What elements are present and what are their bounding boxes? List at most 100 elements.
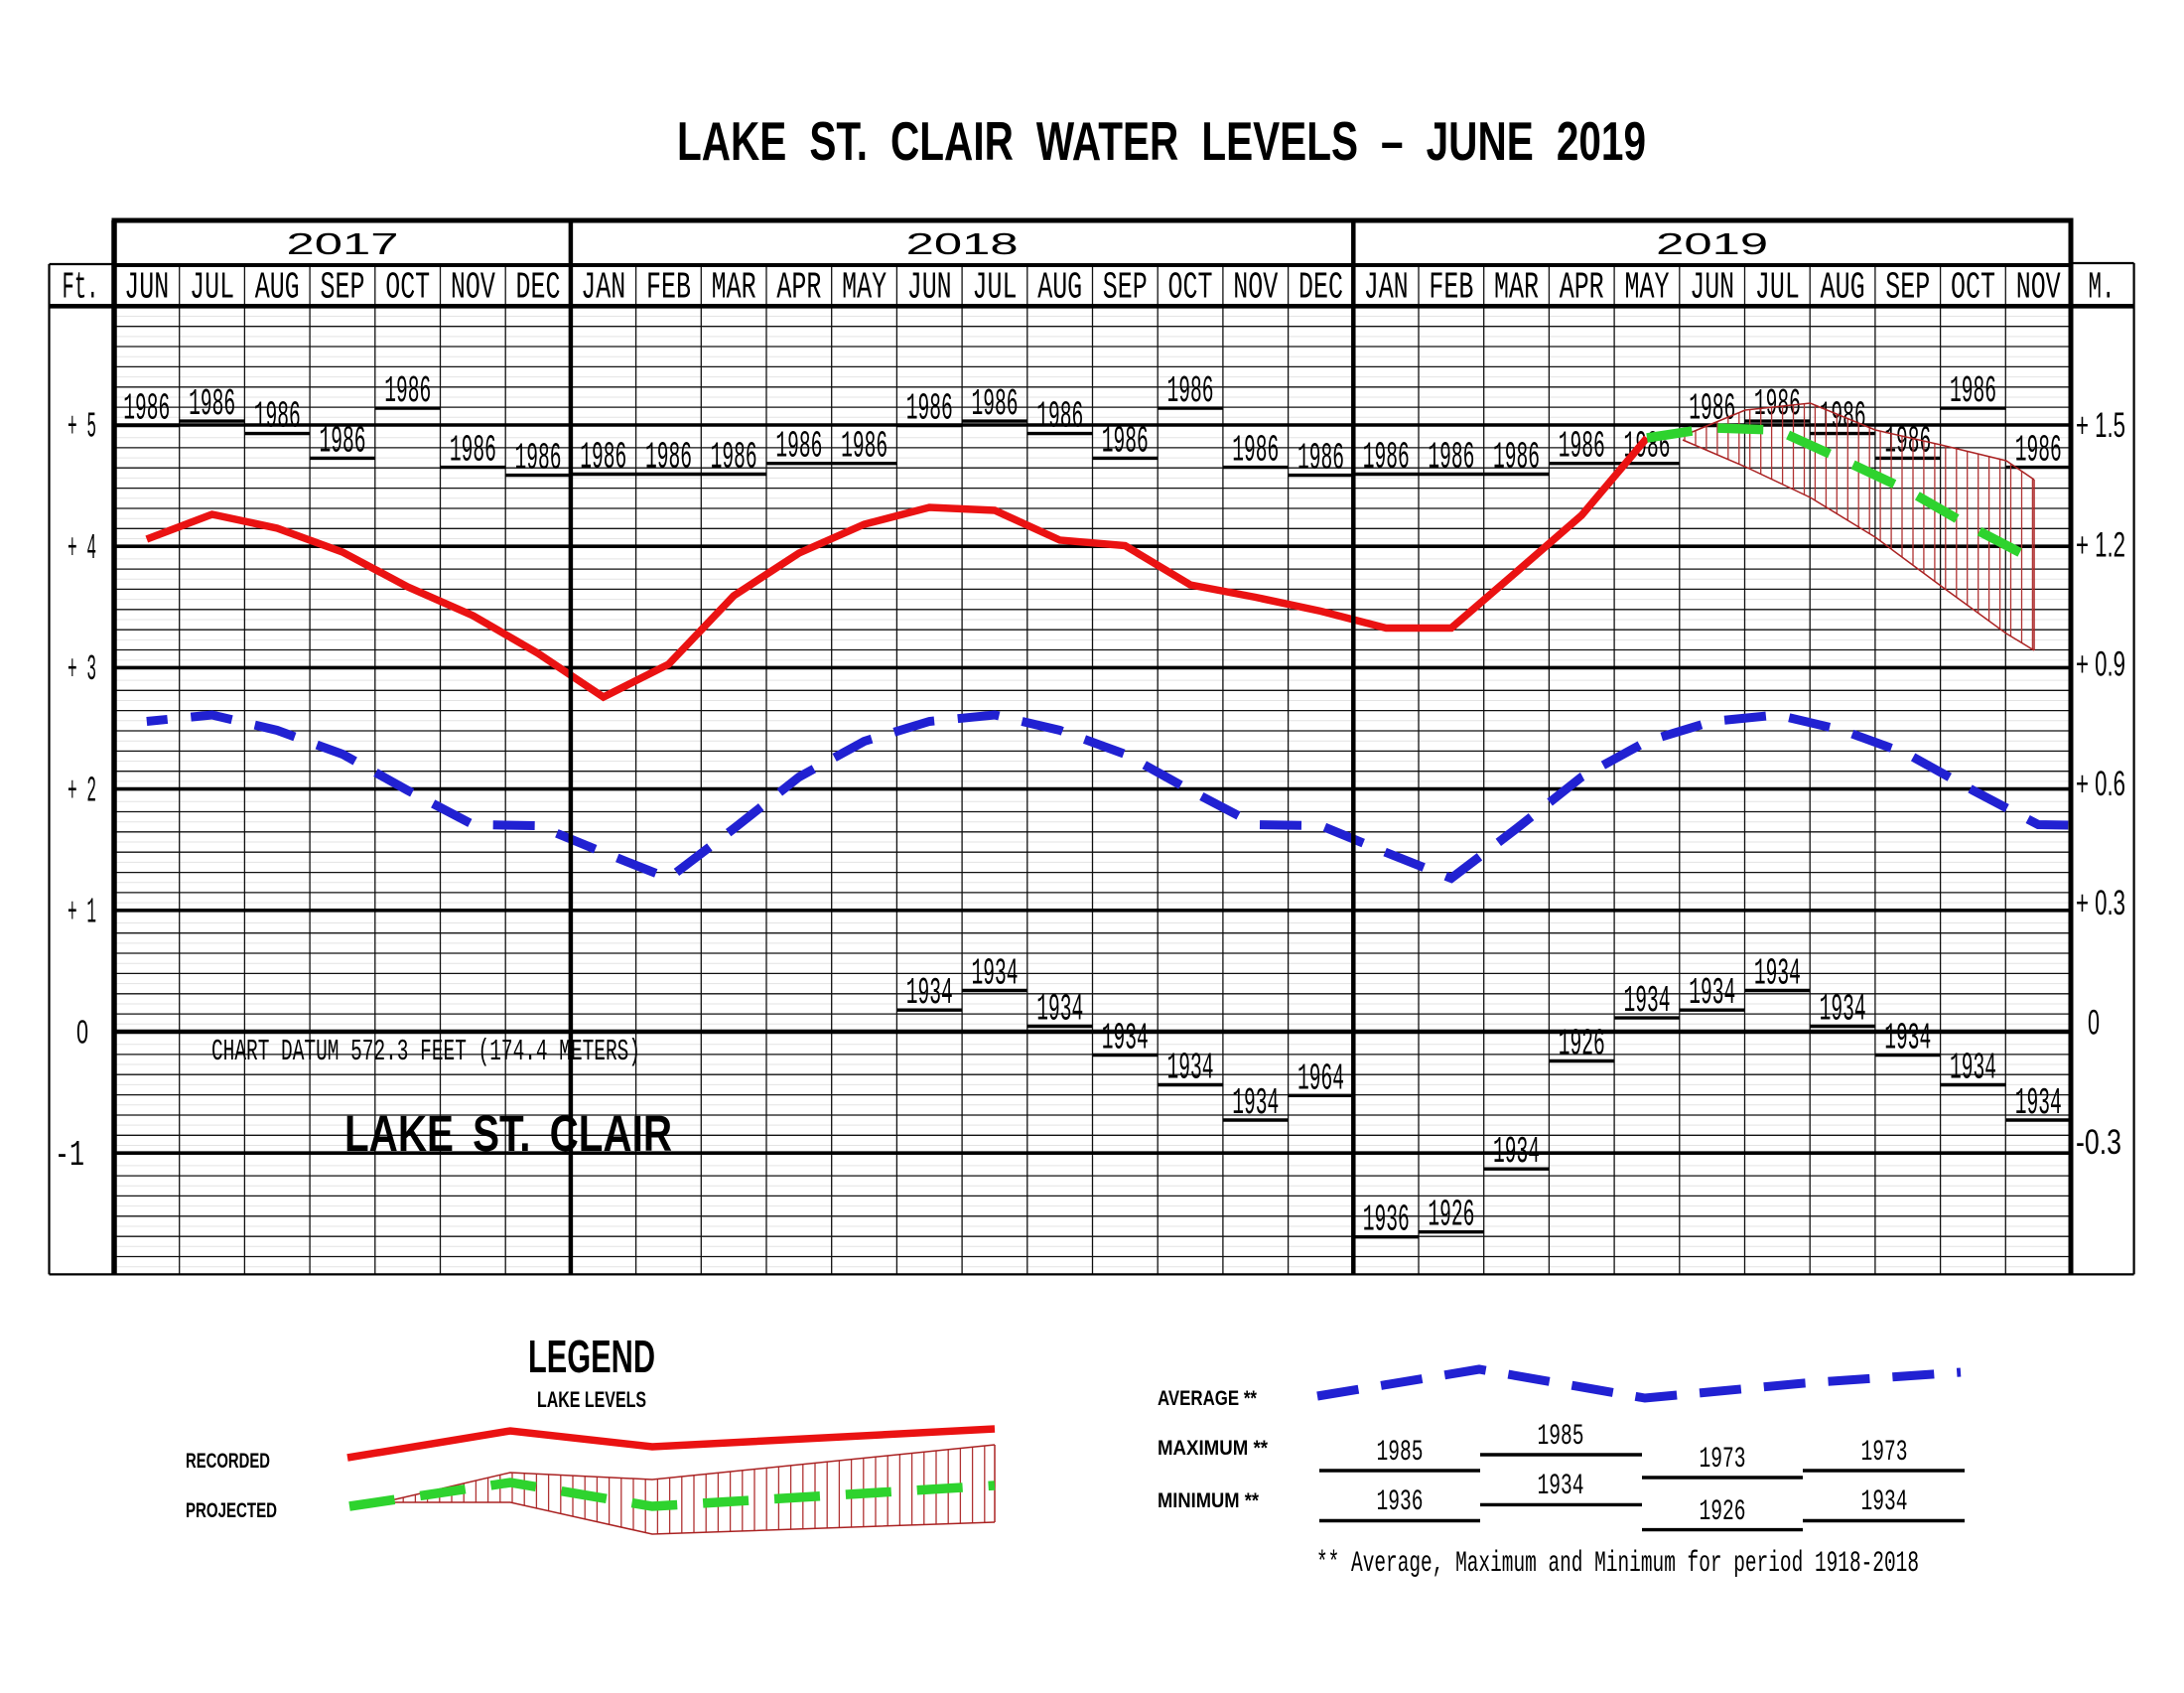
svg-text:1986: 1986 xyxy=(775,426,822,469)
svg-text:+ 3: + 3 xyxy=(68,649,96,690)
svg-text:MAY: MAY xyxy=(1625,267,1670,310)
svg-text:1934: 1934 xyxy=(1950,1048,1996,1090)
svg-text:APR: APR xyxy=(776,267,821,310)
svg-text:RECORDED: RECORDED xyxy=(186,1450,270,1473)
svg-text:LEGEND: LEGEND xyxy=(528,1331,655,1382)
svg-text:1986: 1986 xyxy=(1232,430,1279,473)
svg-text:1986: 1986 xyxy=(450,430,496,473)
svg-text:1936: 1936 xyxy=(1377,1485,1424,1519)
svg-text:JUN: JUN xyxy=(124,267,169,310)
svg-text:1986: 1986 xyxy=(2015,430,2062,473)
svg-text:MAR: MAR xyxy=(1494,267,1539,310)
svg-text:1934: 1934 xyxy=(1538,1470,1584,1503)
svg-text:1986: 1986 xyxy=(711,437,757,480)
svg-text:1986: 1986 xyxy=(515,438,562,481)
svg-text:2018: 2018 xyxy=(906,226,1019,261)
svg-text:SEP: SEP xyxy=(321,267,365,310)
svg-text:1986: 1986 xyxy=(1363,437,1410,480)
svg-text:LAKE ST. CLAIR WATER LEVELS: LAKE ST. CLAIR WATER LEVELS – JUNE 2019 xyxy=(677,110,1646,172)
svg-text:2017: 2017 xyxy=(287,226,399,261)
svg-text:NOV: NOV xyxy=(2016,267,2061,310)
svg-text:1934: 1934 xyxy=(1102,1018,1149,1060)
svg-text:1926: 1926 xyxy=(1700,1495,1746,1529)
svg-text:1986: 1986 xyxy=(320,420,366,463)
svg-text:1973: 1973 xyxy=(1861,1436,1908,1470)
svg-text:1986: 1986 xyxy=(384,370,431,413)
svg-text:DEC: DEC xyxy=(516,267,561,310)
svg-text:LAKE ST. CLAIR: LAKE ST. CLAIR xyxy=(344,1105,672,1162)
svg-text:JUL: JUL xyxy=(1755,267,1800,310)
svg-text:FEB: FEB xyxy=(1429,267,1473,310)
svg-text:AVERAGE **: AVERAGE ** xyxy=(1158,1387,1258,1410)
svg-text:MAR: MAR xyxy=(712,267,756,310)
svg-text:0: 0 xyxy=(2088,1004,2100,1043)
svg-text:2019: 2019 xyxy=(1656,226,1768,261)
svg-text:+ 0.9: + 0.9 xyxy=(2076,645,2125,684)
svg-text:-0.3: -0.3 xyxy=(2076,1123,2121,1162)
svg-text:1986: 1986 xyxy=(841,426,887,469)
svg-text:1985: 1985 xyxy=(1538,1420,1584,1454)
svg-text:APR: APR xyxy=(1560,267,1604,310)
svg-text:OCT: OCT xyxy=(385,267,430,310)
svg-text:MAY: MAY xyxy=(842,267,887,310)
svg-text:OCT: OCT xyxy=(1951,267,1995,310)
svg-text:1934: 1934 xyxy=(1689,972,1735,1015)
svg-text:1934: 1934 xyxy=(906,972,953,1015)
svg-text:OCT: OCT xyxy=(1168,267,1213,310)
svg-text:1934: 1934 xyxy=(1884,1018,1931,1060)
svg-text:+ 0.3: + 0.3 xyxy=(2076,884,2125,922)
svg-text:1986: 1986 xyxy=(1297,438,1344,481)
svg-text:CHART DATUM 572.3 FEET (174.4: CHART DATUM 572.3 FEET (174.4 METERS) xyxy=(211,1035,640,1069)
svg-text:-1: -1 xyxy=(55,1135,84,1176)
svg-text:1926: 1926 xyxy=(1428,1195,1474,1237)
svg-text:+ 2: + 2 xyxy=(68,771,96,811)
svg-text:1986: 1986 xyxy=(123,388,170,431)
svg-text:MAXIMUM **: MAXIMUM ** xyxy=(1158,1437,1269,1460)
svg-text:1964: 1964 xyxy=(1297,1058,1344,1100)
svg-text:1986: 1986 xyxy=(189,383,235,426)
svg-text:1986: 1986 xyxy=(972,383,1019,426)
svg-text:1986: 1986 xyxy=(1036,396,1083,439)
svg-text:1934: 1934 xyxy=(1232,1082,1279,1125)
svg-text:AUG: AUG xyxy=(1821,267,1865,310)
svg-text:1986: 1986 xyxy=(1559,426,1605,469)
svg-text:JUN: JUN xyxy=(907,267,952,310)
svg-text:1986: 1986 xyxy=(906,388,953,431)
svg-text:M.: M. xyxy=(2089,267,2116,310)
svg-text:+ 4: + 4 xyxy=(68,528,96,569)
svg-text:1934: 1934 xyxy=(1167,1048,1214,1090)
svg-text:1934: 1934 xyxy=(1036,989,1083,1032)
svg-text:1986: 1986 xyxy=(645,437,692,480)
svg-text:Ft.: Ft. xyxy=(63,267,99,310)
svg-text:1985: 1985 xyxy=(1377,1436,1424,1470)
svg-text:JAN: JAN xyxy=(581,267,625,310)
svg-text:NOV: NOV xyxy=(451,267,495,310)
svg-text:1986: 1986 xyxy=(1167,370,1214,413)
svg-text:NOV: NOV xyxy=(1233,267,1278,310)
svg-text:1986: 1986 xyxy=(1102,420,1149,463)
svg-text:SEP: SEP xyxy=(1885,267,1930,310)
svg-text:+ 1.5: + 1.5 xyxy=(2076,406,2125,445)
svg-text:DEC: DEC xyxy=(1298,267,1343,310)
svg-text:FEB: FEB xyxy=(646,267,691,310)
svg-text:1934: 1934 xyxy=(1754,953,1801,996)
svg-text:+ 1: + 1 xyxy=(68,893,96,933)
svg-text:1986: 1986 xyxy=(254,396,301,439)
svg-text:** Average, Maximum and Minimu: ** Average, Maximum and Minimum for peri… xyxy=(1316,1547,1919,1581)
svg-text:1926: 1926 xyxy=(1559,1024,1605,1066)
svg-text:+ 0.6: + 0.6 xyxy=(2076,765,2125,803)
svg-text:1934: 1934 xyxy=(972,953,1019,996)
svg-text:1986: 1986 xyxy=(580,437,626,480)
svg-text:1986: 1986 xyxy=(1950,370,1996,413)
svg-text:1934: 1934 xyxy=(1861,1485,1908,1519)
svg-text:MINIMUM **: MINIMUM ** xyxy=(1158,1489,1260,1512)
svg-text:SEP: SEP xyxy=(1103,267,1148,310)
svg-text:JUN: JUN xyxy=(1690,267,1734,310)
svg-text:1934: 1934 xyxy=(1820,989,1866,1032)
svg-text:1934: 1934 xyxy=(1493,1131,1540,1174)
svg-text:1936: 1936 xyxy=(1363,1199,1410,1242)
svg-text:PROJECTED: PROJECTED xyxy=(186,1499,277,1522)
svg-text:AUG: AUG xyxy=(1037,267,1082,310)
svg-text:1934: 1934 xyxy=(1624,980,1671,1023)
svg-text:LAKE LEVELS: LAKE LEVELS xyxy=(537,1387,646,1412)
